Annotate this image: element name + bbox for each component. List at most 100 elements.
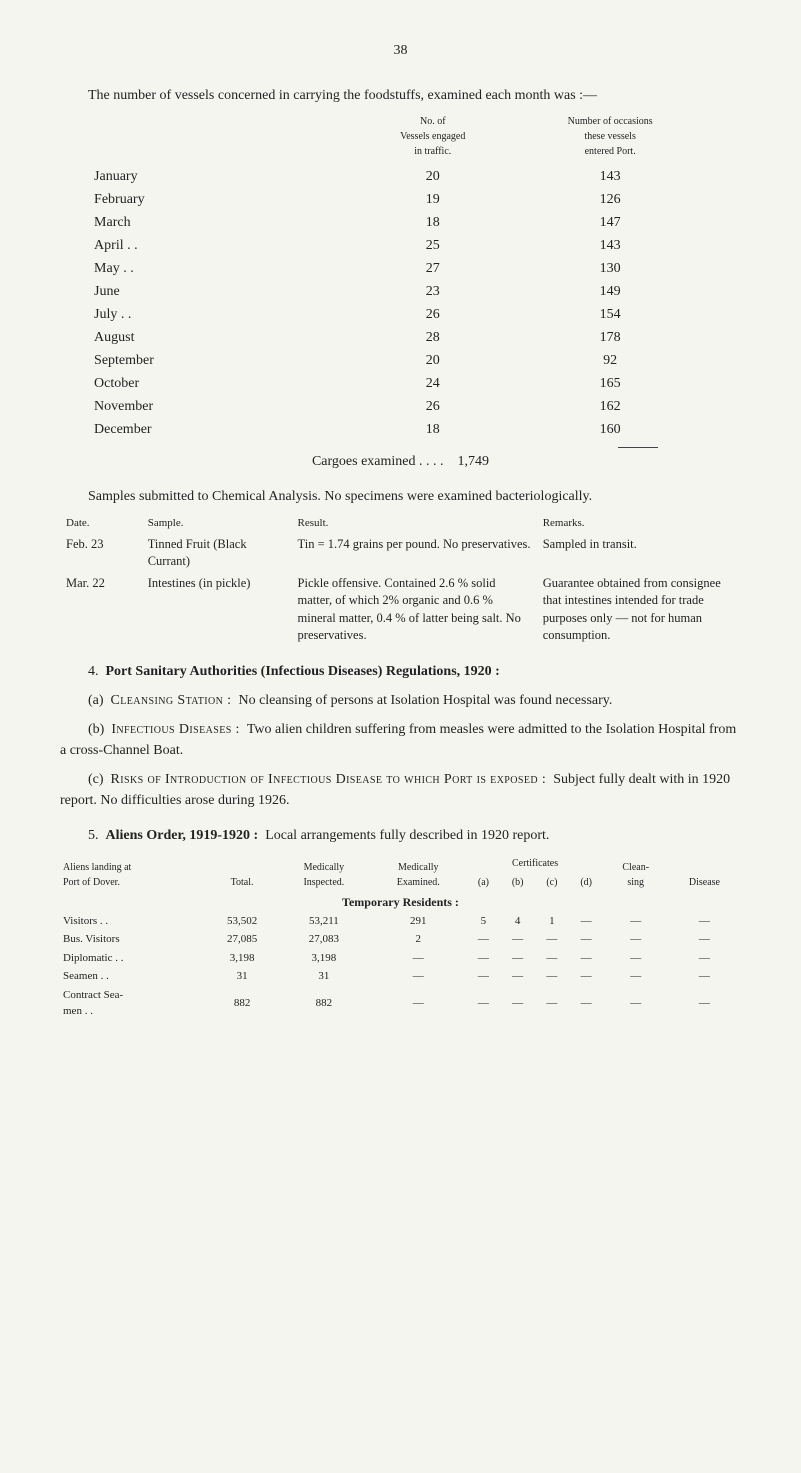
table-row: July . . 26154 [94, 303, 707, 326]
aliens-total: 3,198 [206, 949, 277, 968]
aliens-clean: — [604, 967, 668, 986]
vessels-col2-header: Number of occasions these vessels entere… [513, 112, 707, 165]
aliens-insp: 27,083 [278, 930, 370, 949]
occasions-cell: 143 [513, 234, 707, 257]
intro-paragraph: The number of vessels concerned in carry… [60, 85, 741, 106]
samples-intro: Samples submitted to Chemical Analysis. … [60, 486, 741, 507]
table-row: May . . 27130 [94, 257, 707, 280]
cargoes-value: 1,749 [458, 454, 490, 469]
table-row: February 19126 [94, 188, 707, 211]
aliens-d: — [569, 930, 604, 949]
section-4-num: 4. [88, 664, 99, 679]
vessels-cell: 18 [352, 211, 513, 234]
section-5-text: Local arrangements fully described in 19… [265, 828, 549, 843]
aliens-disease: — [668, 930, 741, 949]
aliens-h5a: (a) [467, 873, 501, 892]
month-cell: June [94, 280, 352, 303]
aliens-label: Visitors . . [60, 912, 206, 931]
aliens-d: — [569, 967, 604, 986]
aliens-b: 4 [500, 912, 535, 931]
sample-remarks: Guarantee obtained from consignee that i… [537, 573, 741, 647]
vessels-cell: 27 [352, 257, 513, 280]
aliens-clean: — [604, 949, 668, 968]
occasions-cell: 130 [513, 257, 707, 280]
table-row: Mar. 22Intestines (in pickle)Pickle offe… [60, 573, 741, 647]
occasions-cell: 143 [513, 165, 707, 188]
aliens-disease: — [668, 967, 741, 986]
month-cell: July . . [94, 303, 352, 326]
aliens-a: — [467, 930, 501, 949]
sample-date: Mar. 22 [60, 573, 142, 647]
vessels-cell: 23 [352, 280, 513, 303]
aliens-disease: — [668, 949, 741, 968]
aliens-c: — [535, 986, 569, 1021]
aliens-exam: 2 [370, 930, 467, 949]
vessels-cell: 24 [352, 372, 513, 395]
section-4b: (b) Infectious Diseases : Two alien chil… [60, 719, 741, 761]
sample-date: Feb. 23 [60, 534, 142, 573]
sample-remarks: Sampled in transit. [537, 534, 741, 573]
aliens-label: Diplomatic . . [60, 949, 206, 968]
aliens-h7: Disease [668, 854, 741, 892]
aliens-b: — [500, 986, 535, 1021]
aliens-insp: 3,198 [278, 949, 370, 968]
sec4c-label: (c) [88, 772, 104, 787]
vessels-cell: 26 [352, 395, 513, 418]
month-cell: August [94, 326, 352, 349]
aliens-b: — [500, 949, 535, 968]
month-cell: January [94, 165, 352, 188]
samples-table: Date. Sample. Result. Remarks. Feb. 23Ti… [60, 513, 741, 647]
aliens-a: — [467, 986, 501, 1021]
page-number: 38 [60, 40, 741, 61]
aliens-h5b: (b) [500, 873, 535, 892]
samples-h-result: Result. [292, 513, 537, 534]
aliens-clean: — [604, 930, 668, 949]
aliens-exam: 291 [370, 912, 467, 931]
aliens-label: Seamen . . [60, 967, 206, 986]
table-row: September 2092 [94, 349, 707, 372]
table-row: August 28178 [94, 326, 707, 349]
aliens-h5d: (d) [569, 873, 604, 892]
table-row: December 18160 [94, 418, 707, 441]
table-row: March 18147 [94, 211, 707, 234]
section-4c: (c) Risks of Introduction of Infectious … [60, 769, 741, 811]
month-cell: March [94, 211, 352, 234]
sample-result: Tin = 1.74 grains per pound. No preserva… [292, 534, 537, 573]
sample-result: Pickle offensive. Contained 2.6 % solid … [292, 573, 537, 647]
month-cell: December [94, 418, 352, 441]
aliens-h5c: (c) [535, 873, 569, 892]
aliens-c: 1 [535, 912, 569, 931]
aliens-exam: — [370, 967, 467, 986]
month-cell: October [94, 372, 352, 395]
sample-name: Tinned Fruit (Black Currant) [142, 534, 292, 573]
aliens-total: 31 [206, 967, 277, 986]
vessels-cell: 26 [352, 303, 513, 326]
sec4a-heading: Cleansing Station : [111, 693, 232, 708]
aliens-total: 27,085 [206, 930, 277, 949]
aliens-h6: Clean- sing [604, 854, 668, 892]
occasions-cell: 92 [513, 349, 707, 372]
table-row: October 24165 [94, 372, 707, 395]
aliens-exam: — [370, 986, 467, 1021]
section-5-heading: 5. Aliens Order, 1919-1920 : Local arran… [60, 825, 741, 846]
vessels-cell: 20 [352, 349, 513, 372]
aliens-d: — [569, 912, 604, 931]
aliens-h1: Aliens landing at Port of Dover. [60, 854, 206, 892]
aliens-b: — [500, 967, 535, 986]
aliens-insp: 53,211 [278, 912, 370, 931]
aliens-clean: — [604, 986, 668, 1021]
vessels-cell: 25 [352, 234, 513, 257]
vessels-cell: 18 [352, 418, 513, 441]
aliens-label: Contract Sea- men . . [60, 986, 206, 1021]
vessels-cell: 28 [352, 326, 513, 349]
aliens-a: — [467, 967, 501, 986]
aliens-clean: — [604, 912, 668, 931]
aliens-label: Bus. Visitors [60, 930, 206, 949]
occasions-cell: 154 [513, 303, 707, 326]
temporary-residents-label: Temporary Residents : [60, 892, 741, 912]
aliens-exam: — [370, 949, 467, 968]
aliens-h2: Total. [206, 854, 277, 892]
aliens-b: — [500, 930, 535, 949]
section-4a: (a) Cleansing Station : No cleansing of … [60, 690, 741, 711]
aliens-h5: Certificates [467, 854, 604, 873]
